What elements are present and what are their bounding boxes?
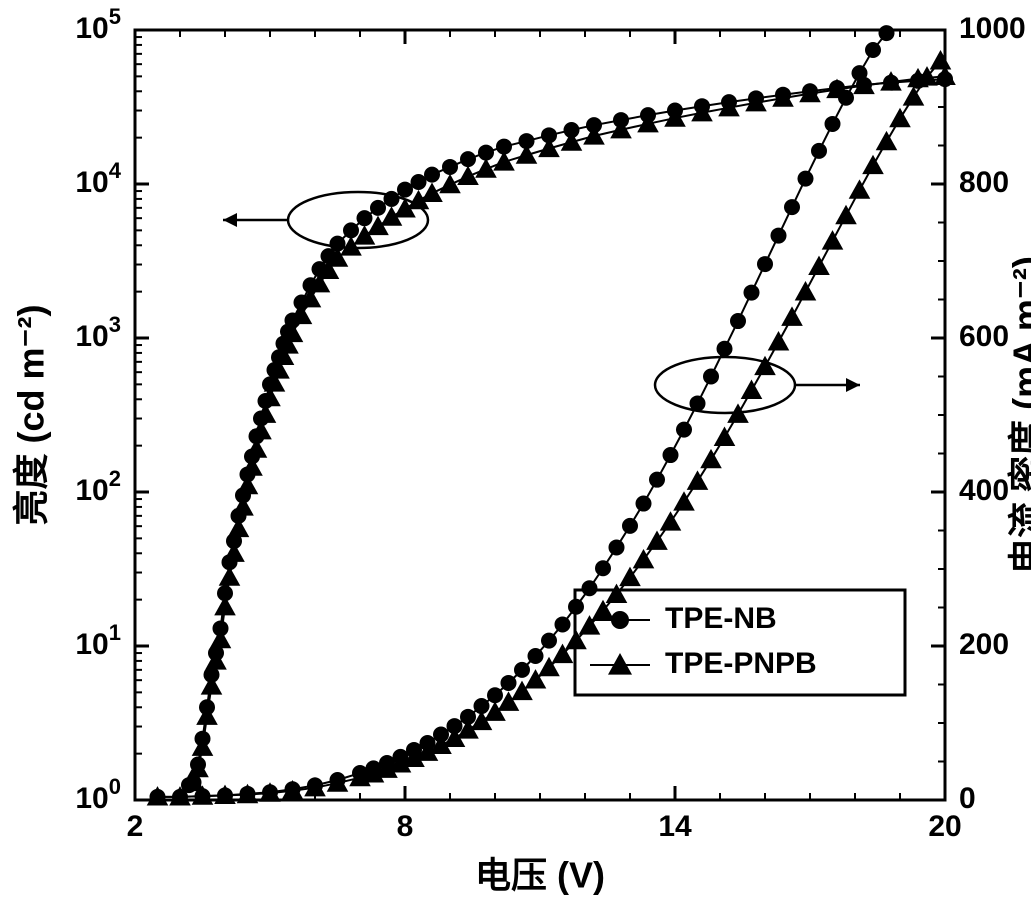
svg-text:400: 400 <box>959 474 1009 507</box>
chart-container: 2 8 14 20 电压 (V) 100 101 102 103 104 105 亮度 (cd m⁻²… <box>0 0 1031 919</box>
svg-text:1000: 1000 <box>959 12 1026 45</box>
svg-text:200: 200 <box>959 628 1009 661</box>
svg-text:电压 (V): 电压 (V) <box>475 855 605 896</box>
svg-text:14: 14 <box>658 810 692 843</box>
svg-text:101: 101 <box>75 620 121 661</box>
svg-text:8: 8 <box>397 810 414 843</box>
svg-text:0: 0 <box>959 782 976 815</box>
svg-text:105: 105 <box>75 4 121 45</box>
svg-text:TPE-PNPB: TPE-PNPB <box>665 647 817 680</box>
chart-svg: 2 8 14 20 电压 (V) 100 101 102 103 104 105 亮度 (cd m⁻²… <box>0 0 1031 919</box>
svg-text:600: 600 <box>959 320 1009 353</box>
svg-text:亮度 (cd m⁻²): 亮度 (cd m⁻²) <box>11 305 52 526</box>
svg-text:20: 20 <box>928 810 961 843</box>
svg-text:电流 密度 (mA m⁻²): 电流 密度 (mA m⁻²) <box>1006 256 1031 574</box>
svg-text:100: 100 <box>75 774 121 815</box>
svg-text:800: 800 <box>959 166 1009 199</box>
svg-text:103: 103 <box>75 312 121 353</box>
svg-text:104: 104 <box>75 158 121 199</box>
svg-text:102: 102 <box>75 466 121 507</box>
svg-text:TPE-NB: TPE-NB <box>665 602 777 635</box>
svg-text:2: 2 <box>127 810 144 843</box>
